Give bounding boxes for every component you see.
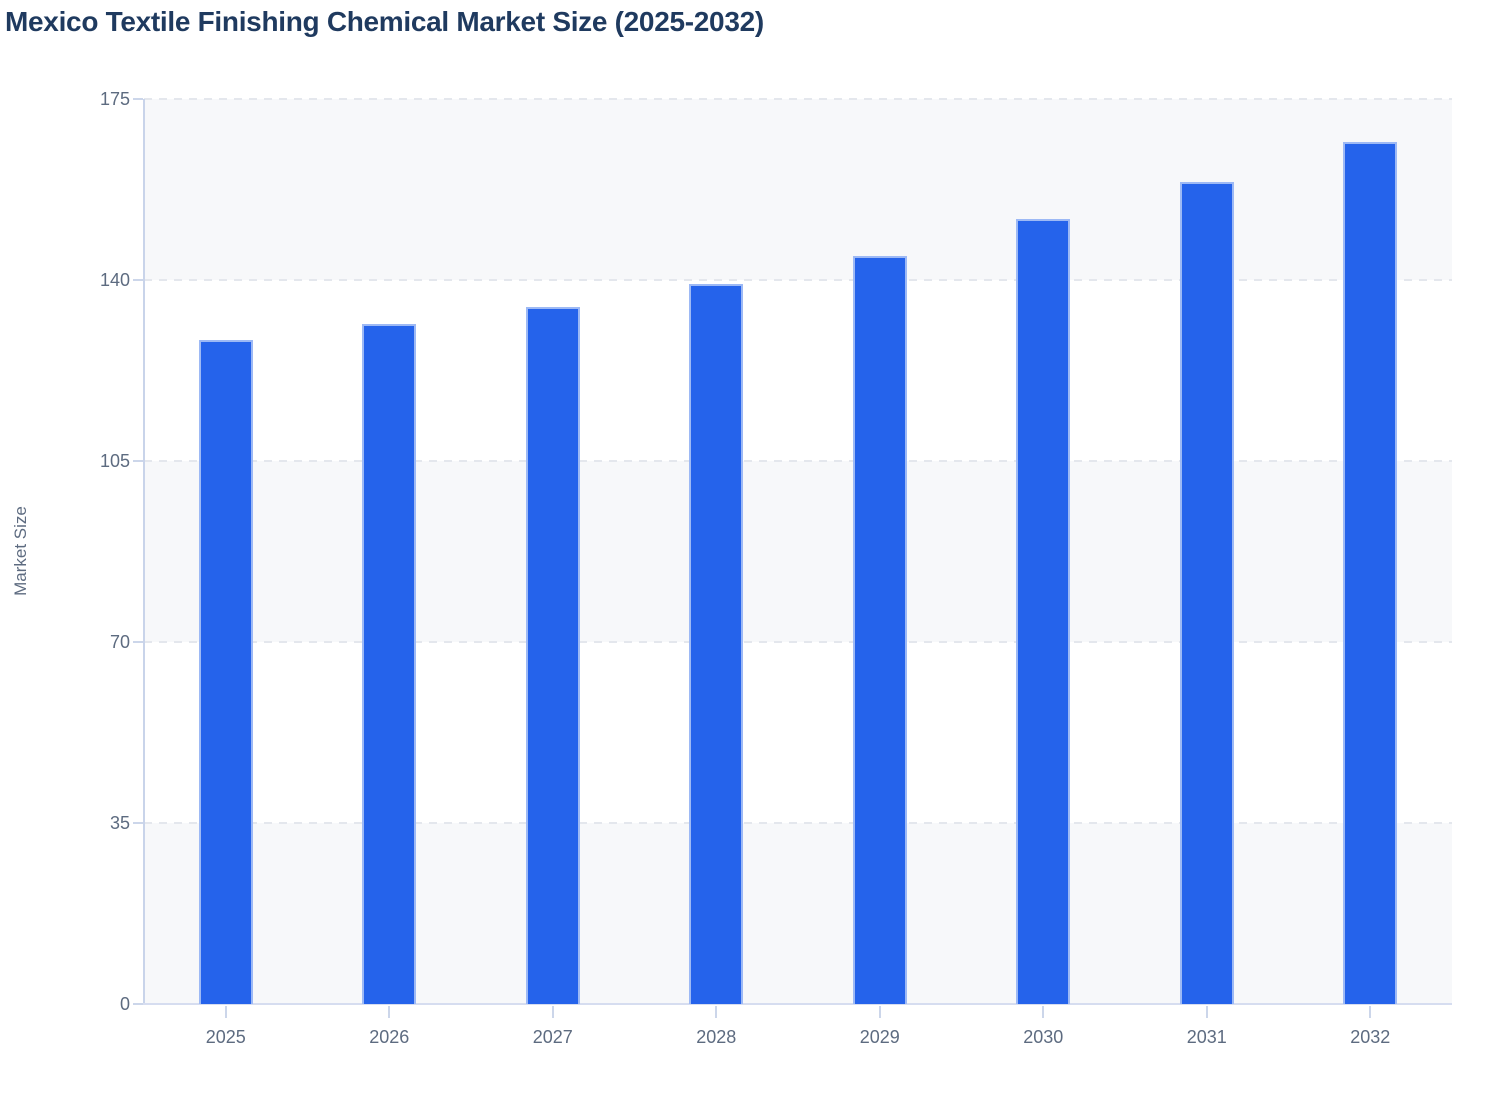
x-tick-label: 2030	[1023, 1027, 1064, 1047]
x-tick-mark	[224, 1006, 227, 1018]
x-tick-mark	[1369, 1006, 1372, 1018]
plot-band	[144, 461, 1452, 642]
bar-2028[interactable]	[689, 284, 744, 1004]
y-tick-mark	[133, 822, 143, 824]
x-tick-label: 2026	[369, 1027, 410, 1047]
x-tick-label: 2027	[532, 1027, 573, 1047]
y-tick-mark	[133, 641, 143, 643]
x-tick-label: 2031	[1186, 1027, 1227, 1047]
y-tick-label: 175	[99, 89, 130, 109]
bar-2025[interactable]	[198, 339, 253, 1004]
x-tick-mark	[388, 1006, 391, 1018]
bar-2030[interactable]	[1016, 219, 1071, 1004]
y-tick-mark	[133, 98, 143, 100]
gridline	[144, 98, 1452, 100]
bar-2027[interactable]	[525, 306, 580, 1004]
x-tick-mark	[1042, 1006, 1045, 1018]
plot-band	[144, 280, 1452, 461]
bar-2026[interactable]	[362, 323, 417, 1004]
gridline	[144, 460, 1452, 462]
y-tick-label: 105	[99, 451, 130, 471]
x-tick-mark	[715, 1006, 718, 1018]
x-tick-mark	[551, 1006, 554, 1018]
plot-band	[144, 642, 1452, 823]
y-tick-mark	[133, 460, 143, 462]
bar-2031[interactable]	[1179, 181, 1234, 1004]
y-tick-label: 35	[109, 813, 130, 833]
y-tick-label: 140	[99, 270, 130, 290]
x-tick-label: 2028	[696, 1027, 737, 1047]
x-tick-mark	[1205, 1006, 1208, 1018]
chart-title: Mexico Textile Finishing Chemical Market…	[5, 6, 764, 37]
y-axis-line	[143, 99, 145, 1004]
gridline	[144, 822, 1452, 824]
x-tick-label: 2032	[1350, 1027, 1391, 1047]
y-tick-mark	[133, 279, 143, 281]
plot-band	[144, 823, 1452, 1004]
y-tick-mark	[133, 1003, 143, 1005]
x-axis-line	[143, 1003, 1452, 1005]
gridline	[144, 641, 1452, 643]
y-axis-title: Market Size	[11, 506, 30, 596]
bar-2032[interactable]	[1343, 142, 1398, 1004]
bar-2029[interactable]	[852, 256, 907, 1004]
y-tick-label: 70	[109, 632, 130, 652]
x-tick-label: 2029	[859, 1027, 900, 1047]
x-tick-mark	[878, 1006, 881, 1018]
y-tick-label: 0	[119, 994, 130, 1014]
gridline	[144, 279, 1452, 281]
plot-band	[144, 99, 1452, 280]
x-tick-label: 2025	[205, 1027, 246, 1047]
